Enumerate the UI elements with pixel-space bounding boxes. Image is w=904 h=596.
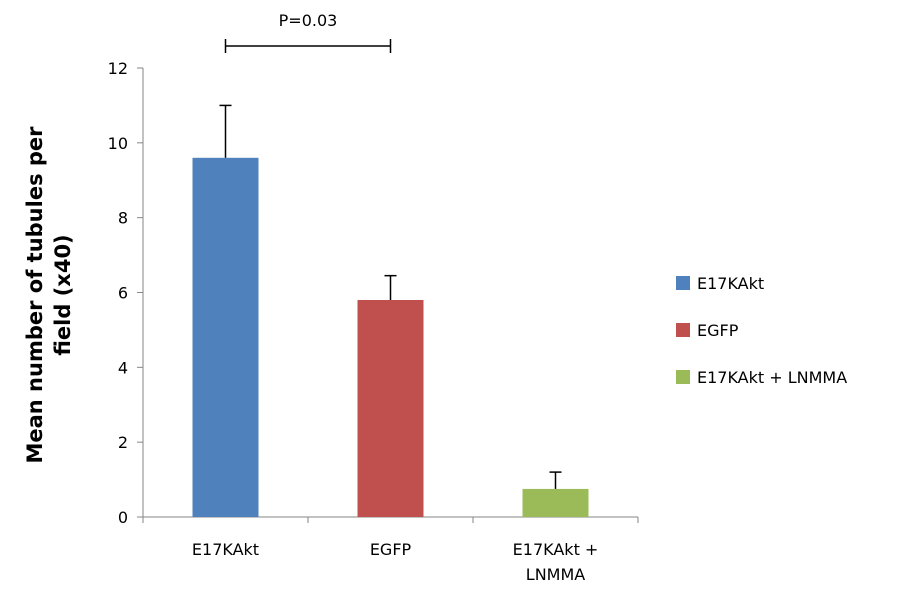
legend-entry: E17KAkt [676,274,764,293]
legend-entry: EGFP [676,321,739,340]
x-axis-labels: E17KAkt EGFP E17KAkt + LNMMA [192,540,598,584]
legend-entry: E17KAkt + LNMMA [676,368,847,387]
legend: E17KAkt EGFP E17KAkt + LNMMA [676,274,847,387]
error-bars [219,104,562,489]
x-tick-label: E17KAkt [192,540,259,559]
legend-label: E17KAkt [697,274,764,293]
legend-swatch [676,276,690,290]
y-tick-label: 4 [118,358,128,377]
y-tick-label: 2 [118,433,128,452]
error-bar [549,471,562,489]
bars [192,157,589,518]
x-tick-label: E17KAkt + [513,540,599,559]
y-tick-label: 8 [118,209,128,228]
y-axis-title-line-2: field (x40) [51,234,75,355]
y-axis-ticks: 0 2 4 6 8 10 12 [108,59,143,527]
y-tick-label: 10 [108,134,128,153]
y-tick-label: 12 [108,59,128,78]
y-tick-label: 6 [118,284,128,303]
y-axis-title-line-1: Mean number of tubules per [23,126,47,464]
legend-swatch [676,323,690,337]
bar [522,488,589,517]
x-tick-label: EGFP [370,540,412,559]
x-tick-label: LNMMA [526,565,585,584]
bar [357,299,424,517]
significance-annotation: P=0.03 [224,11,392,53]
p-value-label: P=0.03 [279,11,338,30]
bar [192,157,259,518]
error-bar [219,104,232,158]
legend-swatch [676,370,690,384]
y-tick-label: 0 [118,508,128,527]
legend-label: EGFP [697,321,739,340]
y-axis-title: Mean number of tubules per field (x40) [23,126,75,464]
legend-label: E17KAkt + LNMMA [697,368,847,387]
error-bar [384,274,397,300]
